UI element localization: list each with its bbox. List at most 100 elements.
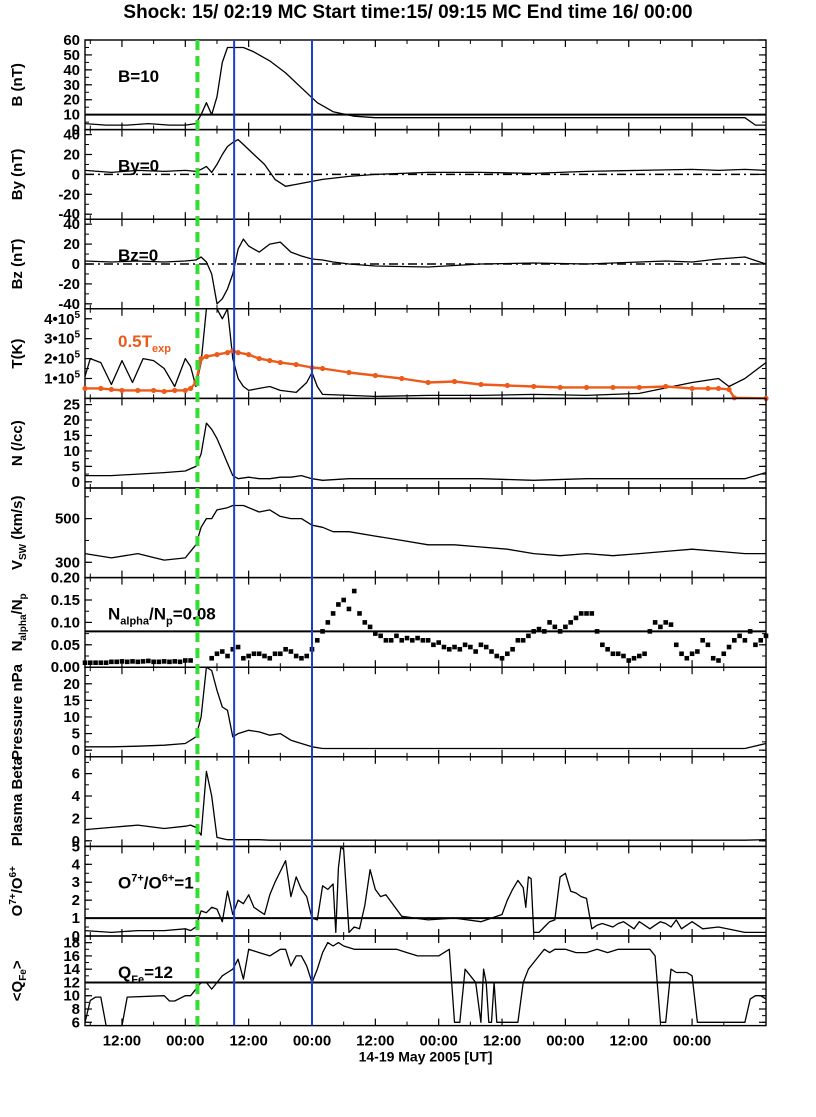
data-point [283,646,288,652]
panel-annotation: QFe=12 [118,963,173,986]
data-point [378,633,383,639]
data-point [267,655,273,661]
data-point [705,642,711,648]
series-line-QFe [84,941,767,1027]
data-point [425,379,431,386]
data-point [161,388,167,395]
data-point [626,658,632,663]
data-point [246,351,252,358]
series-line-O7O6 [84,845,766,934]
data-point [610,651,616,657]
series-line-Beta [84,770,767,841]
data-point [689,385,695,392]
y-tick-label: 0 [72,166,80,183]
x-tick-label: 00:00 [673,1033,711,1050]
data-point [109,659,114,665]
data-point [536,626,542,632]
data-point [615,651,621,657]
y-tick-label: 0 [72,256,80,273]
data-point [715,385,722,392]
panel-frame [84,487,767,579]
y-tick-label: 20 [63,146,80,163]
data-point [219,649,225,654]
y-tick-label: 4•105 [44,310,80,328]
data-point [673,642,679,648]
data-point [214,651,220,657]
y-tick-label: 0.10 [51,614,80,631]
data-point [225,653,230,659]
data-point [737,633,742,639]
y-tick-label: 15 [63,692,80,709]
y-tick-label: 5 [72,838,80,855]
x-tick-label: 12:00 [356,1033,394,1050]
x-tick-label: 00:00 [166,1033,204,1050]
data-point [314,638,320,643]
data-point [277,359,283,366]
y-tick-label: 3•105 [44,330,80,348]
data-point [256,651,262,657]
data-point [526,633,531,639]
data-point [584,611,589,616]
data-point [93,660,98,666]
data-point [689,651,695,657]
y-tick-label: 20 [63,236,80,253]
data-point [320,629,325,634]
data-point [330,611,336,616]
data-point [114,659,119,665]
data-point [732,638,737,643]
panel-frame [84,397,767,489]
panel-Beta: 0 2 4 6 Plasma Beta [9,756,767,850]
x-tick-label: 00:00 [546,1033,584,1050]
panel-frame [84,756,767,848]
series-line-T [84,308,767,398]
data-point [679,651,684,657]
data-point [563,624,568,630]
data-point [372,372,378,379]
data-point [119,387,125,394]
data-point [695,649,700,654]
data-point [684,655,690,661]
data-point [568,620,573,625]
panel-annotation: O7+/O6+=1 [118,872,194,892]
y-tick-label: 20 [63,92,80,109]
data-point [531,629,537,634]
data-point [446,646,452,652]
y-tick-label: 15 [63,427,80,444]
data-point [631,655,637,661]
panel-frame [84,935,767,1027]
panel-annotation: 0.5Texp [118,332,171,355]
data-point [82,385,88,392]
data-point [267,357,273,364]
y-tick-label: 50 [63,47,80,64]
x-tick-label: 00:00 [420,1033,458,1050]
y-tick-label: 1•105 [44,369,80,387]
y-axis-label: T(K) [9,339,26,369]
data-point [742,638,748,643]
data-point [436,640,441,645]
data-point [151,387,157,394]
y-tick-label: 12 [63,974,80,991]
data-point [394,633,399,639]
data-point [172,387,178,394]
data-point [583,384,590,391]
y-tick-label: 0 [72,122,80,139]
data-point [399,638,405,643]
data-point [214,351,220,358]
y-tick-label: 60 [63,32,80,49]
data-point [747,629,753,634]
data-point [304,653,310,659]
data-point [119,659,125,664]
panel-frame [84,39,767,131]
y-tick-label: 14 [63,961,80,978]
panel-Bz: -40 -20 0 20 40 Bz=0 Bz (nT) [9,216,767,313]
y-tick-label: 2 [72,892,80,909]
series-line-N [85,422,767,481]
data-point [504,382,510,389]
data-point [198,355,204,362]
data-point [468,644,473,650]
data-point [346,606,352,612]
panel-frame [84,666,767,758]
y-tick-label: 20 [63,676,80,693]
data-point [716,658,721,663]
